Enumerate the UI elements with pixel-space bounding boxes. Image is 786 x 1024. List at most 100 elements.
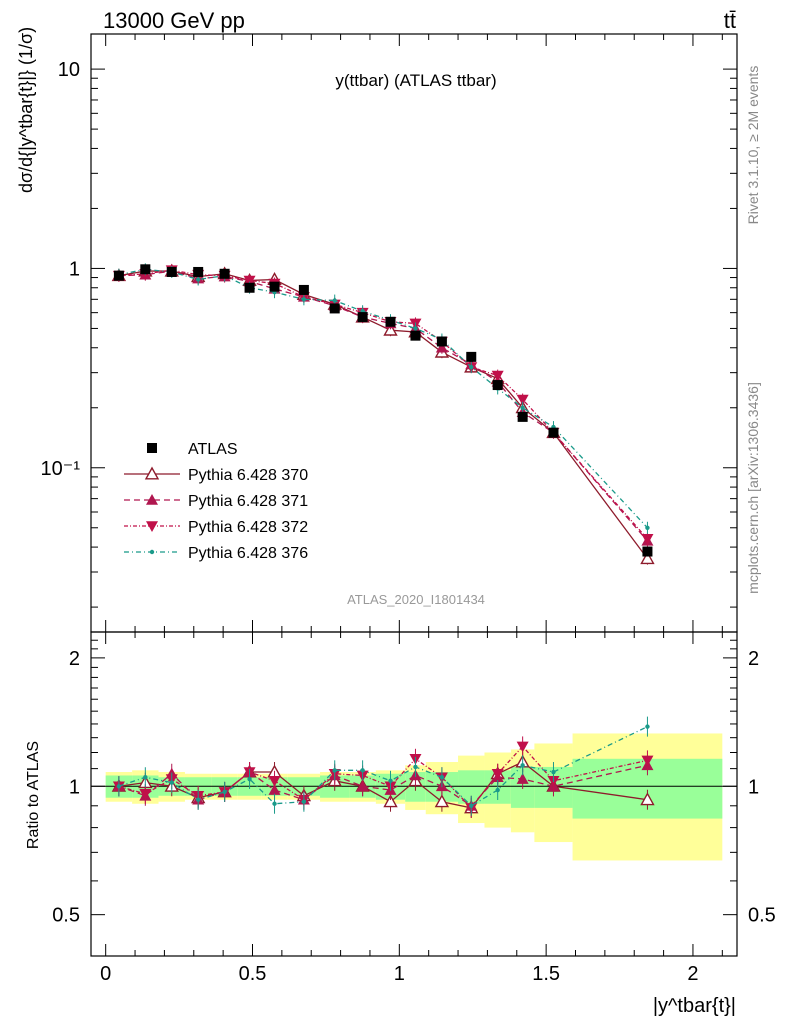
series-marker	[469, 803, 474, 808]
ratio-plot-frame	[90, 631, 738, 957]
atlas-data-point	[244, 282, 255, 293]
legend-label: Pythia 6.428 376	[188, 545, 308, 562]
atlas-data-point	[298, 284, 309, 295]
ratio-plot-panel: 0 0.5 1 1.5 2 2 2 1 1 0.5 0.5 Ratio to ATLAS |y^tb…	[25, 631, 776, 1017]
analysis-label: ATLAS_2020_I1801434	[347, 592, 485, 607]
series-marker	[139, 789, 152, 800]
series-marker	[640, 551, 655, 565]
series-marker	[383, 322, 398, 336]
series-marker	[516, 394, 529, 406]
header-process-label: tt̄	[724, 8, 736, 33]
atlas-data-point	[517, 411, 528, 422]
series-marker	[332, 768, 337, 773]
series-marker	[434, 794, 450, 808]
series-marker	[146, 494, 158, 505]
series-marker	[495, 787, 500, 793]
x-tick-label: 1	[394, 963, 405, 985]
x-tick-label: 1.5	[532, 963, 560, 985]
series-marker	[439, 775, 445, 780]
atlas-data-point	[269, 281, 280, 292]
x-tick-label: 0	[100, 963, 111, 985]
y-tick-label: 10⁻¹	[41, 458, 81, 480]
series-marker	[169, 780, 174, 785]
chart-title: y(ttbar) (ATLAS ttbar)	[335, 71, 496, 90]
series-marker	[116, 784, 122, 789]
atlas-data-point	[113, 270, 124, 281]
ratio-tick-label-right: 1	[748, 776, 759, 798]
x-tick-label: 2	[687, 963, 698, 985]
series-marker	[144, 466, 160, 480]
series-marker	[640, 792, 655, 806]
legend-label: ATLAS	[188, 441, 238, 458]
main-plot-panel: 10 1 10⁻¹ y(ttbar) (ATLAS ttbar) ATLAS_202…	[16, 27, 738, 633]
ratio-tick-label-right: 0.5	[748, 905, 776, 927]
series-marker	[195, 277, 201, 282]
series-marker	[491, 768, 504, 780]
series-marker	[272, 801, 277, 806]
series-marker	[360, 768, 365, 773]
series-marker	[520, 405, 525, 410]
y-axis-label: dσ/d{|y^tbar{t}|} (1/σ)	[16, 27, 36, 193]
series-marker	[383, 794, 398, 808]
atlas-data-point	[385, 316, 396, 327]
legend-label: Pythia 6.428 371	[188, 493, 308, 510]
mcplots-reference-label: mcplots.cern.ch [arXiv:1306.3436]	[745, 382, 761, 594]
series-marker	[356, 780, 369, 792]
ratio-series-line	[118, 764, 648, 807]
ratio-tick-label: 0.5	[52, 905, 80, 927]
series-marker	[243, 275, 256, 287]
legend-label: Pythia 6.428 370	[188, 467, 308, 484]
series-marker	[195, 797, 201, 802]
atlas-data-point	[436, 336, 447, 347]
series-marker	[491, 370, 504, 382]
header-energy-label: 13000 GeV pp	[103, 8, 245, 33]
legend-marker-atlas	[147, 443, 157, 453]
atlas-data-point	[466, 351, 477, 362]
series-marker	[332, 298, 337, 303]
legend-label: Pythia 6.428 372	[188, 519, 308, 536]
series-marker	[301, 297, 307, 302]
y-tick-label: 10	[58, 59, 80, 81]
series-marker	[641, 755, 654, 767]
series-marker	[222, 789, 227, 795]
series-marker	[149, 549, 155, 555]
atlas-data-point	[166, 266, 177, 277]
series-marker	[268, 776, 281, 787]
series-marker	[301, 799, 307, 804]
x-tick-label: 0.5	[239, 963, 267, 985]
series-marker	[645, 724, 650, 729]
atlas-data-point	[140, 264, 151, 275]
atlas-data-point	[410, 330, 421, 341]
series-marker	[516, 773, 529, 784]
ratio-tick-label: 2	[69, 648, 80, 670]
ratio-tick-label: 1	[69, 776, 80, 798]
series-marker	[551, 769, 556, 775]
series-marker	[645, 525, 650, 530]
atlas-data-point	[357, 312, 368, 323]
atlas-data-point	[329, 303, 340, 314]
atlas-data-point	[492, 380, 503, 391]
series-marker	[516, 741, 529, 753]
rivet-version-label: Rivet 3.1.10, ≥ 2M events	[745, 66, 761, 225]
series-marker	[247, 776, 252, 782]
series-marker	[413, 764, 418, 770]
x-axis-label: |y^tbar{t}|	[653, 995, 736, 1017]
series-line	[118, 268, 648, 529]
ratio-y-axis-label: Ratio to ATLAS	[25, 741, 42, 849]
atlas-data-point	[193, 266, 204, 277]
series-marker	[520, 763, 525, 768]
series-marker	[388, 778, 393, 784]
legend: ATLAS Pythia 6.428 370 Pythia 6.428 371 Pyt…	[124, 441, 308, 562]
series-marker	[143, 775, 148, 780]
y-tick-label: 1	[69, 258, 80, 280]
atlas-data-point	[219, 268, 230, 279]
atlas-data-point	[642, 546, 653, 557]
series-line	[118, 270, 648, 560]
series-marker	[146, 521, 158, 532]
series-marker	[469, 364, 474, 370]
series-marker	[413, 326, 418, 331]
series-marker	[641, 534, 654, 545]
atlas-data-point	[548, 427, 559, 438]
ratio-series-line	[118, 726, 648, 807]
